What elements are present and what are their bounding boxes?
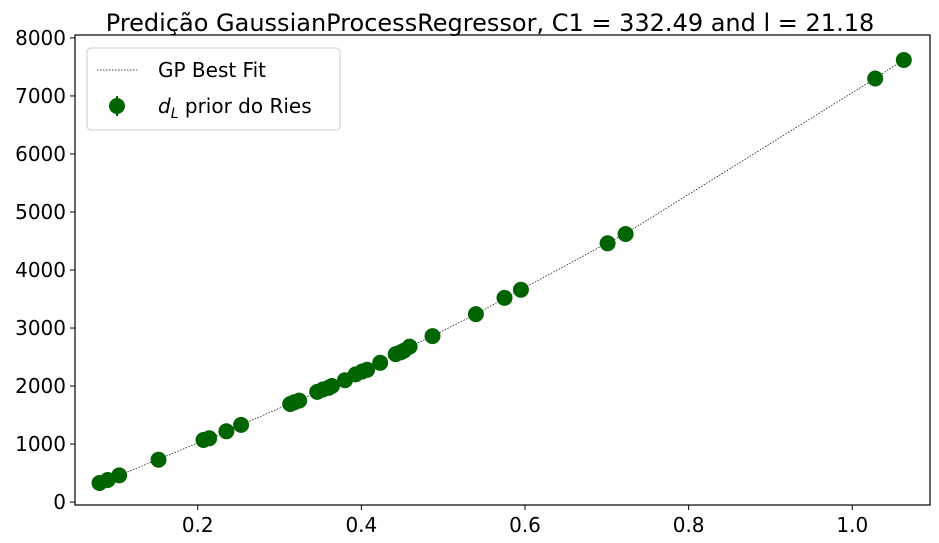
- y-tick-label: 2000: [15, 374, 66, 398]
- dl-prior-series: [91, 52, 912, 491]
- x-axis: 0.2 0.4 0.6 0.8 1.0: [182, 505, 868, 537]
- y-tick-label: 0: [53, 490, 66, 514]
- y-tick-label: 4000: [15, 258, 66, 282]
- data-point: [424, 328, 441, 345]
- legend: GP Best Fit dL prior do Ries: [86, 47, 341, 131]
- x-tick-label: 0.2: [182, 513, 214, 537]
- data-point: [323, 378, 340, 394]
- data-point: [150, 451, 167, 468]
- legend-label-sub: L: [171, 106, 179, 122]
- data-point: [201, 430, 218, 447]
- y-tick-label: 7000: [15, 84, 66, 108]
- legend-label-gp-best-fit: GP Best Fit: [158, 58, 266, 82]
- data-point: [218, 423, 235, 440]
- legend-box: [86, 47, 341, 131]
- y-tick-label: 5000: [15, 200, 66, 224]
- y-tick-label: 6000: [15, 142, 66, 166]
- y-axis: 0 1000 2000 3000 4000 5000 6000 7000 8000: [15, 26, 75, 514]
- legend-label-dl-prior: dL prior do Ries: [158, 94, 312, 122]
- x-tick-label: 0.6: [509, 513, 541, 537]
- data-point: [467, 306, 484, 323]
- data-point: [111, 467, 128, 484]
- data-point: [401, 338, 418, 355]
- y-tick-label: 8000: [15, 26, 66, 50]
- data-point: [895, 52, 912, 68]
- x-tick-label: 0.4: [345, 513, 377, 537]
- data-point: [599, 235, 616, 252]
- legend-label-d: d: [158, 94, 171, 118]
- data-point: [512, 281, 529, 298]
- data-point: [359, 361, 376, 378]
- y-tick-label: 1000: [15, 432, 66, 456]
- x-tick-label: 0.8: [673, 513, 705, 537]
- y-tick-label: 3000: [15, 316, 66, 340]
- data-point: [617, 226, 634, 242]
- data-point: [372, 354, 389, 371]
- legend-point-marker: [109, 98, 125, 114]
- chart-title: Predição GaussianProcessRegressor, C1 = …: [106, 9, 874, 37]
- data-point: [291, 392, 308, 409]
- data-point: [496, 289, 513, 306]
- data-point: [867, 70, 884, 87]
- data-point: [233, 416, 250, 433]
- legend-label-rest: prior do Ries: [179, 94, 312, 118]
- x-tick-label: 1.0: [836, 513, 868, 537]
